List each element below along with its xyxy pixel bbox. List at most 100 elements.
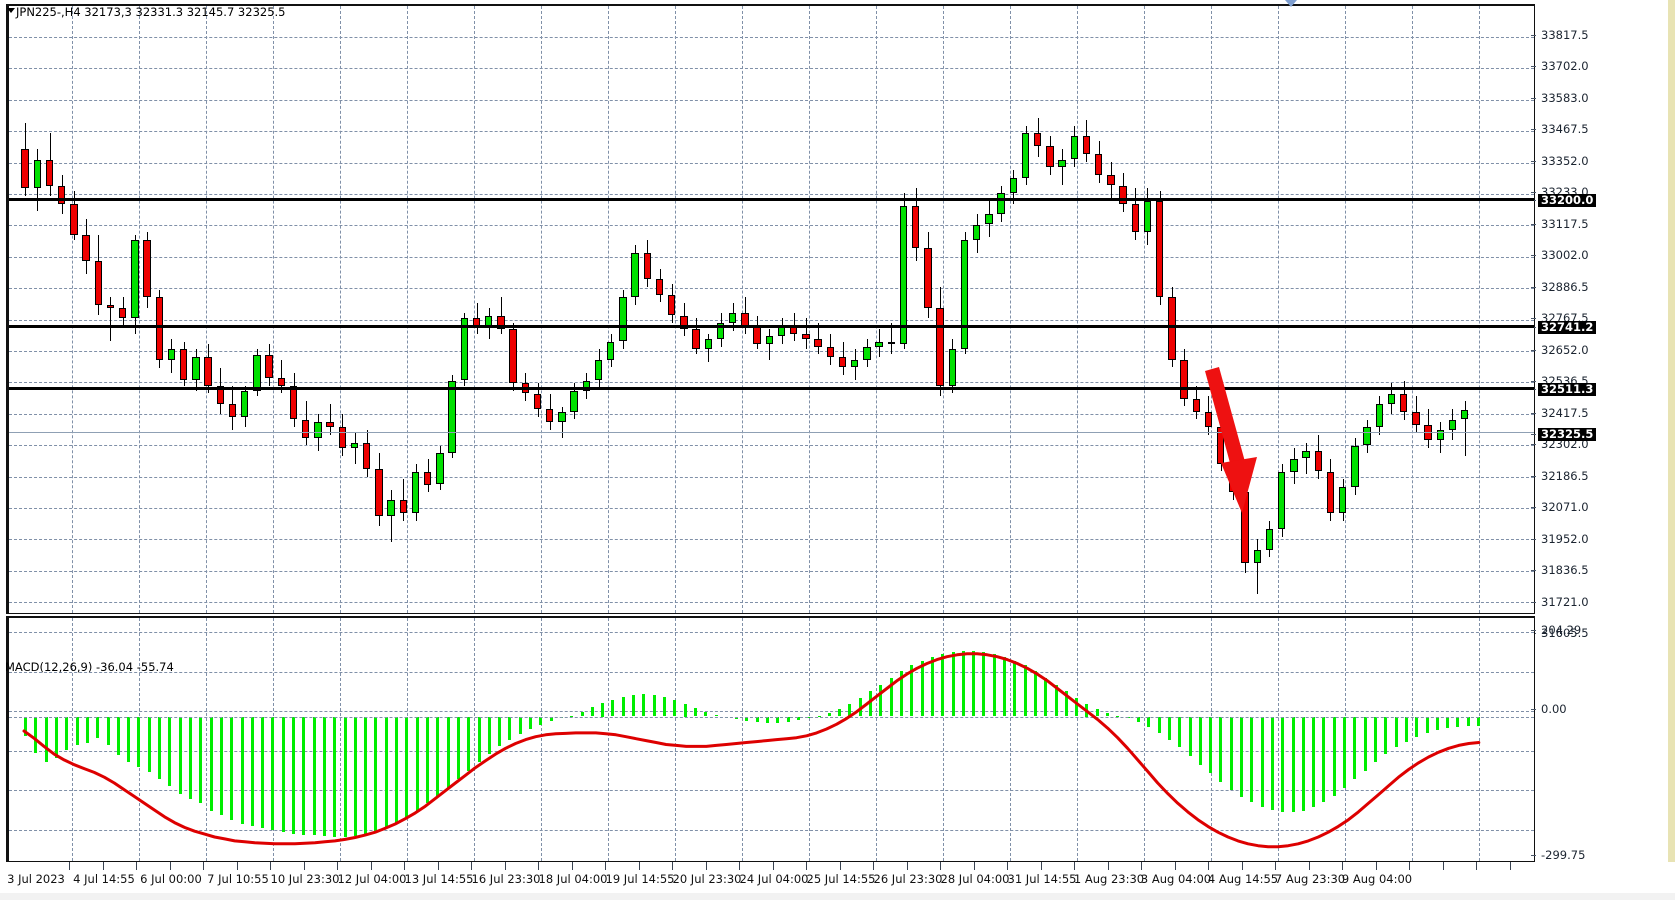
candle-body [1009,177,1018,194]
macd-axis[interactable]: 204.29 0.00 -299.75 [1531,616,1675,862]
time-axis-tick [873,862,874,870]
candle-body [1387,393,1396,404]
gridline [9,288,1534,290]
candle-wick [330,403,331,436]
candle-body [582,380,591,391]
gridline [742,618,743,861]
macd-histogram-bar [632,695,635,717]
gridline [1412,618,1413,861]
time-axis-tick [1409,862,1410,870]
macd-histogram-bar [148,716,151,772]
axis-tick [1531,129,1536,130]
macd-histogram-bar [354,716,357,837]
price-level-line[interactable] [9,432,1534,433]
gridline [72,618,73,861]
scroll-position-marker-icon[interactable] [1285,0,1297,7]
price-plot-area[interactable] [9,6,1534,613]
macd-histogram-bar [529,716,532,729]
gridline [876,618,877,861]
macd-histogram-bar [107,716,110,746]
macd-histogram-bar [302,716,305,835]
candle-body [204,357,212,386]
time-axis-label: 31 Jul 14:55 [1007,872,1077,886]
chart-dropdown-caret-icon[interactable] [7,8,15,13]
candle-body [1168,297,1176,360]
axis-tick [1531,318,1536,319]
price-axis-label: 33467.5 [1541,122,1589,136]
gridline [9,602,1534,604]
candle-body [1143,201,1152,233]
bottom-strip [0,893,1675,900]
gridline [474,618,475,861]
price-axis-highlight-label[interactable]: 32325.5 [1538,428,1597,441]
candle-body [131,240,139,319]
price-axis-label: 32652.0 [1541,343,1589,357]
price-axis-highlight-label[interactable]: 32741.2 [1538,321,1597,334]
macd-zero-line [9,716,1534,718]
macd-histogram-bar [230,716,233,821]
time-axis-label: 16 Jul 23:30 [471,872,541,886]
macd-histogram-bar [869,691,872,717]
gridline [1479,6,1480,613]
time-axis-tick [1476,862,1477,870]
price-axis-label: 32886.5 [1541,280,1589,294]
macd-axis-label: -299.75 [1541,848,1586,862]
macd-histogram-bar [158,716,161,780]
price-axis-highlight-label[interactable]: 33200.0 [1538,194,1597,207]
gridline [72,6,73,613]
price-axis[interactable]: 33817.5 33702.0 33583.0 33467.5 33352.0 33233… [1531,4,1675,639]
macd-histogram-bar [1446,716,1449,729]
gridline [9,37,1534,38]
gridline [9,790,1534,791]
macd-plot-area[interactable] [9,618,1534,861]
time-axis-tick [940,862,941,870]
time-axis-tick [169,862,171,870]
macd-histogram-bar [1024,665,1027,717]
candle-body [1046,146,1054,168]
macd-histogram-bar [478,716,481,763]
candle-body [899,206,908,345]
macd-histogram-bar [1322,716,1325,803]
price-axis-highlight-label[interactable]: 32511.3 [1538,383,1597,396]
gridline [9,225,1534,227]
axis-tick [1531,287,1536,288]
macd-histogram-bar [1477,716,1480,727]
price-chart-panel[interactable] [6,4,1535,614]
macd-histogram-bar [436,716,439,796]
candle-body [1058,159,1066,168]
macd-histogram-bar [395,716,398,823]
gridline [9,99,1534,101]
time-axis-label: 20 Jul 23:30 [672,872,742,886]
macd-histogram-bar [1426,716,1429,733]
time-axis[interactable]: 3 Jul 2023 4 Jul 14:55 6 Jul 00:00 7 Jul 10… [6,862,1535,898]
price-level-line[interactable] [9,387,1534,390]
candle-body [143,240,151,298]
gridline [9,445,1534,447]
time-axis-tick [638,862,640,870]
time-axis-tick [1208,862,1209,870]
time-axis-tick [136,862,137,870]
candle-body [1033,133,1042,147]
price-axis-label: 31836.5 [1541,563,1589,577]
candle-body [375,469,383,516]
macd-histogram-bar [694,707,697,717]
time-axis-label: 7 Aug 23:30 [1274,872,1346,886]
candle-body [1204,411,1213,428]
macd-histogram-bar [45,716,48,763]
gridline [9,671,1534,673]
candle-body [1448,419,1457,430]
macd-indicator-panel[interactable] [6,616,1535,862]
candle-body [301,419,310,438]
price-level-line[interactable] [9,198,1534,201]
time-axis-label: 25 Jul 14:55 [806,872,876,886]
macd-histogram-bar [220,716,223,816]
axis-tick [1531,855,1536,856]
gridline [9,382,1534,384]
macd-indicator-label: MACD(12,26,9) -36.04 -55.74 [5,660,174,674]
price-level-line[interactable] [9,325,1534,328]
macd-histogram-bar [962,650,965,717]
macd-histogram-bar [1065,691,1068,717]
macd-histogram-bar [684,704,687,717]
axis-tick [1531,630,1536,631]
candle-body [82,234,90,261]
